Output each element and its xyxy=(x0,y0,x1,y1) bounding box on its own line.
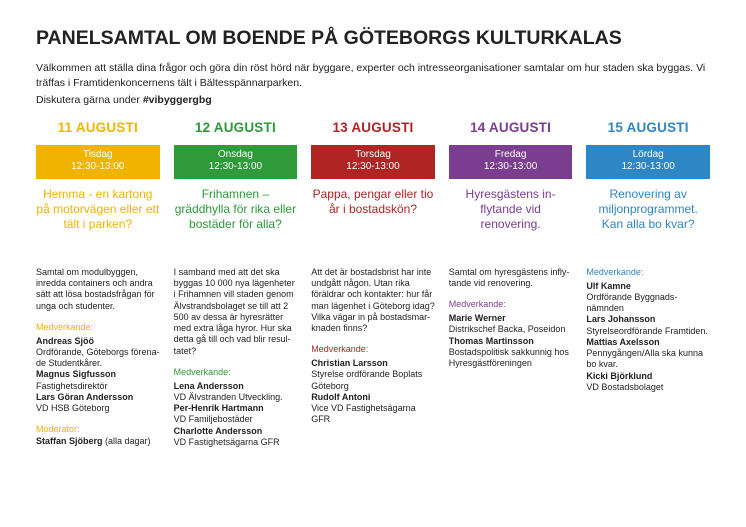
participant-role: VD Älvstranden Utveckling. xyxy=(174,392,298,403)
participant-role: Vice VD Fastighetsägarna GFR xyxy=(311,403,435,426)
participant-name: Charlotte Andersson xyxy=(174,426,298,437)
participants-list: Andreas SjööOrdförande, Göteborgs förena… xyxy=(36,336,160,415)
participant-name: Marie Werner xyxy=(449,313,573,324)
participant: Lena AnderssonVD Älvstranden Utveckling. xyxy=(174,381,298,404)
date-heading: 11 AUGUSTI xyxy=(36,119,160,137)
weekday: Torsdag xyxy=(311,149,435,162)
participant: Per-Henrik HartmannVD Familjebostäder xyxy=(174,403,298,426)
participants-label: Medverkande: xyxy=(311,344,435,356)
participants-list: Christian LarssonStyrelse ordförande Bop… xyxy=(311,358,435,426)
date-heading: 15 AUGUSTI xyxy=(586,119,710,137)
moderator-suffix: (alla dagar) xyxy=(103,436,151,446)
time-range: 12:30-13:00 xyxy=(449,161,573,174)
participant: Magnus SigfussonFastighetsdirektör xyxy=(36,369,160,392)
weekday: Lördag xyxy=(586,149,710,162)
weekday: Fredag xyxy=(449,149,573,162)
hashtag: #vibyggergbg xyxy=(143,94,212,106)
participant-name: Christian Larsson xyxy=(311,358,435,369)
topic-title: Hemma - en kar­tong på motorvä­gen eller… xyxy=(36,187,160,259)
moderator: Staffan Sjöberg (alla dagar) xyxy=(36,436,160,448)
participant-role: Fastighetsdirektör xyxy=(36,381,160,392)
weekday: Tisdag xyxy=(36,149,160,162)
participant: Kicki BjörklundVD Bostadsbolaget xyxy=(586,371,710,394)
participant-name: Per-Henrik Hartmann xyxy=(174,403,298,414)
participant-name: Lena Andersson xyxy=(174,381,298,392)
day-column: 15 AUGUSTI Lördag12:30-13:00 Renovering av… xyxy=(586,119,710,448)
intro-text: Välkommen att ställa dina frågor och gör… xyxy=(36,61,710,89)
time-range: 12:30-13:00 xyxy=(586,161,710,174)
participant-role: Styrelseordförande Framtiden. xyxy=(586,326,710,337)
participant-name: Lars Johansson xyxy=(586,314,710,325)
participant-name: Lars Göran Andersson xyxy=(36,392,160,403)
topic-description: Samtal om hyresgästens infly­tande vid r… xyxy=(449,267,573,290)
participant: Andreas SjööOrdförande, Göteborgs förena… xyxy=(36,336,160,370)
participant: Thomas MartinssonBostadspolitisk sakkunn… xyxy=(449,336,573,370)
day-time-box: Tisdag12:30-13:00 xyxy=(36,145,160,179)
participants-label: Medverkande: xyxy=(36,322,160,334)
weekday: Onsdag xyxy=(174,149,298,162)
participant-name: Mattias Axelsson xyxy=(586,337,710,348)
hashtag-line: Diskutera gärna under #vibyggergbg xyxy=(36,94,710,108)
participant: Marie WernerDistrikschef Backa, Poseidon xyxy=(449,313,573,336)
participant-role: VD HSB Göteborg xyxy=(36,403,160,414)
day-columns: 11 AUGUSTITisdag12:30-13:00Hemma - en ka… xyxy=(36,119,710,448)
time-range: 12:30-13:00 xyxy=(36,161,160,174)
participant: Lars JohanssonStyrelseordförande Framtid… xyxy=(586,314,710,337)
day-column: 13 AUGUSTI Torsdag12:30-13:00 Pappa, penga… xyxy=(311,119,435,448)
participants-list: Lena AnderssonVD Älvstranden Utveckling.… xyxy=(174,381,298,449)
day-column: 11 AUGUSTI Tisdag12:30-13:00 Hemma - en ka… xyxy=(36,119,160,448)
participant-role: Pennygången/Alla ska kunna bo kvar. xyxy=(586,348,710,371)
participant-role: VD Bostadsbolaget xyxy=(586,382,710,393)
participant-name: Thomas Martinsson xyxy=(449,336,573,347)
hashtag-pre: Diskutera gärna under xyxy=(36,94,143,106)
participant: Lars Göran AnderssonVD HSB Göteborg xyxy=(36,392,160,415)
participant-role: Ordförande Byggnads­nämnden xyxy=(586,292,710,315)
participant: Mattias AxelssonPennygången/Alla ska kun… xyxy=(586,337,710,371)
moderator-label: Moderator: xyxy=(36,424,160,436)
day-time-box: Lördag12:30-13:00 xyxy=(586,145,710,179)
day-time-box: Fredag12:30-13:00 xyxy=(449,145,573,179)
topic-title: Pappa, pengar eller tio år i bostadskön? xyxy=(311,187,435,259)
participants-list: Marie WernerDistrikschef Backa, Poseidon… xyxy=(449,313,573,369)
participants-label: Medverkande: xyxy=(174,367,298,379)
time-range: 12:30-13:00 xyxy=(311,161,435,174)
participant: Charlotte AnderssonVD Fastighetsägarna G… xyxy=(174,426,298,449)
page-title: PANELSAMTAL OM BOENDE PÅ GÖTEBORGS KULTU… xyxy=(36,26,710,51)
time-range: 12:30-13:00 xyxy=(174,161,298,174)
participant-role: Bostadspolitisk sakkunnig hos Hyresgästf… xyxy=(449,347,573,370)
date-heading: 13 AUGUSTI xyxy=(311,119,435,137)
participant-role: Styrelse ordförande Boplats Göteborg xyxy=(311,369,435,392)
participants-list: Ulf KamneOrdförande Byggnads­nämndenLars… xyxy=(586,281,710,394)
date-heading: 14 AUGUSTI xyxy=(449,119,573,137)
moderator-name: Staffan Sjöberg xyxy=(36,436,103,446)
participant-role: Distrikschef Backa, Poseidon xyxy=(449,324,573,335)
participant: Ulf KamneOrdförande Byggnads­nämnden xyxy=(586,281,710,315)
day-time-box: Torsdag12:30-13:00 xyxy=(311,145,435,179)
participant-name: Ulf Kamne xyxy=(586,281,710,292)
participant-name: Magnus Sigfusson xyxy=(36,369,160,380)
participant-role: VD Familjebostäder xyxy=(174,414,298,425)
topic-title: Renovering av miljonprogram­met. Kan all… xyxy=(586,187,710,259)
participant-name: Kicki Björklund xyxy=(586,371,710,382)
participant-name: Rudolf Antoni xyxy=(311,392,435,403)
topic-title: Hyresgästens in­flytande vid renovering. xyxy=(449,187,573,259)
topic-description: Samtal om modulbyggen, inredda container… xyxy=(36,267,160,312)
participants-label: Medverkande: xyxy=(449,299,573,311)
day-column: 12 AUGUSTI Onsdag12:30-13:00 Frihamnen – g… xyxy=(174,119,298,448)
date-heading: 12 AUGUSTI xyxy=(174,119,298,137)
participant: Rudolf AntoniVice VD Fastighetsägarna GF… xyxy=(311,392,435,426)
day-column: 14 AUGUSTI Fredag12:30-13:00 Hyresgästens … xyxy=(449,119,573,448)
participant-role: VD Fastighetsägarna GFR xyxy=(174,437,298,448)
participant-role: Ordförande, Göteborgs förena­de Studentk… xyxy=(36,347,160,370)
topic-description: I samband med att det ska byggas 10 000 … xyxy=(174,267,298,357)
topic-title: Frihamnen – gräddhylla för rika eller bo… xyxy=(174,187,298,259)
day-time-box: Onsdag12:30-13:00 xyxy=(174,145,298,179)
topic-description: Att det är bostadsbrist har inte undgått… xyxy=(311,267,435,335)
participants-label: Medverkande: xyxy=(586,267,710,279)
participant: Christian LarssonStyrelse ordförande Bop… xyxy=(311,358,435,392)
participant-name: Andreas Sjöö xyxy=(36,336,160,347)
